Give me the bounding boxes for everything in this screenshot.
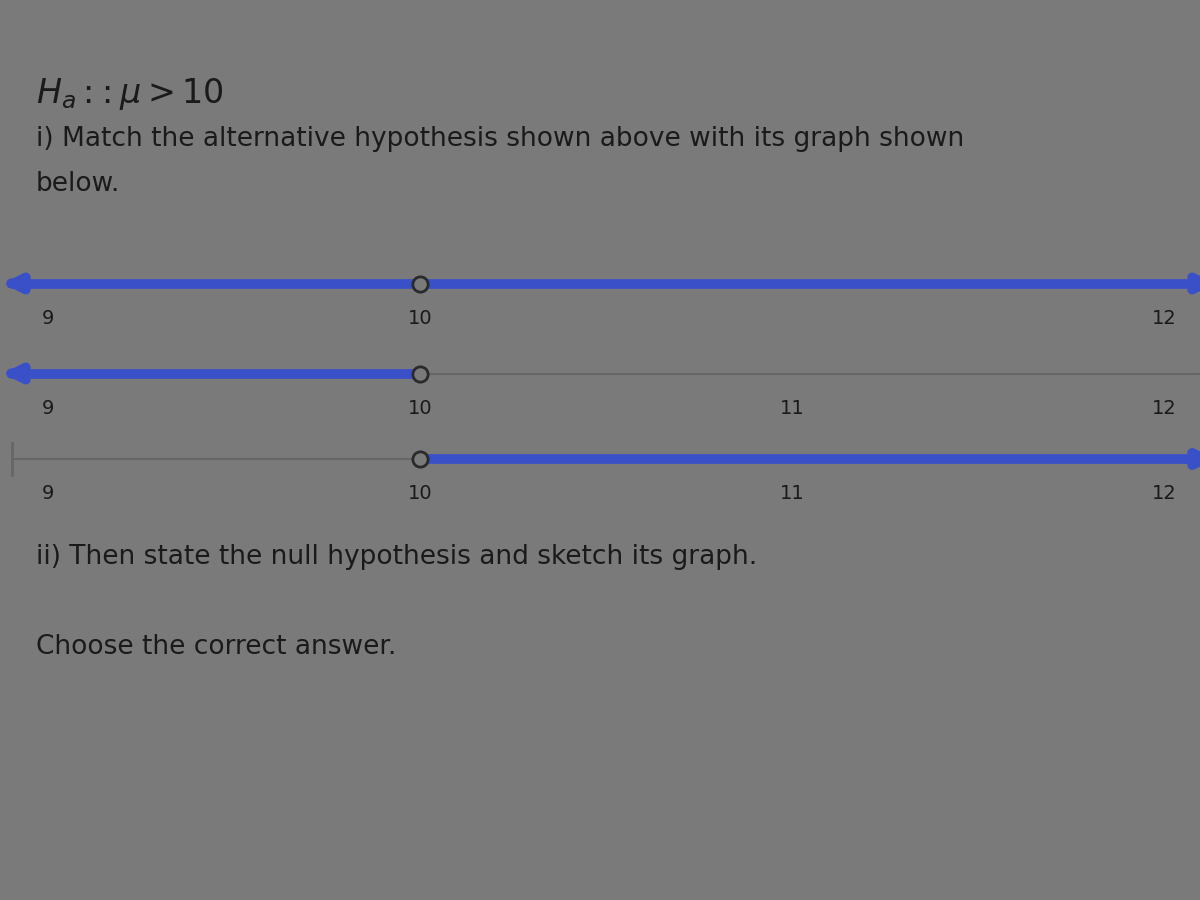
Text: 12: 12 <box>1152 484 1176 503</box>
Text: 9: 9 <box>42 309 54 328</box>
Text: 12: 12 <box>1152 399 1176 418</box>
Text: i) Match the alternative hypothesis shown above with its graph shown: i) Match the alternative hypothesis show… <box>36 126 965 152</box>
Text: below.: below. <box>36 171 120 197</box>
Text: $H_a:\!:\mu > 10$: $H_a:\!:\mu > 10$ <box>36 76 224 112</box>
Text: 9: 9 <box>42 484 54 503</box>
Text: 11: 11 <box>780 484 804 503</box>
Text: 10: 10 <box>408 484 432 503</box>
Text: ii) Then state the null hypothesis and sketch its graph.: ii) Then state the null hypothesis and s… <box>36 544 757 571</box>
Text: 10: 10 <box>408 399 432 418</box>
Text: 9: 9 <box>42 399 54 418</box>
Text: 11: 11 <box>780 399 804 418</box>
Text: 10: 10 <box>408 309 432 328</box>
Text: 12: 12 <box>1152 309 1176 328</box>
Text: Choose the correct answer.: Choose the correct answer. <box>36 634 396 661</box>
